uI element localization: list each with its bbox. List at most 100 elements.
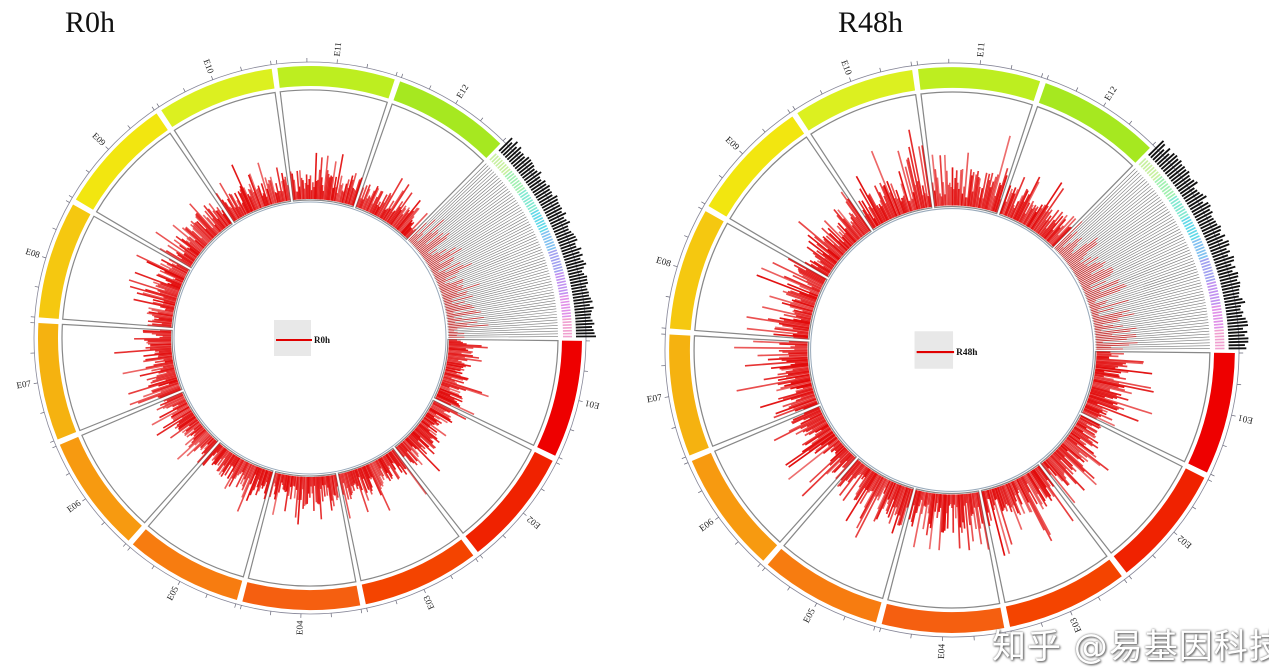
bar: [1094, 372, 1127, 380]
bar: [746, 316, 810, 328]
bar: [1044, 229, 1054, 240]
segment-label: E07: [646, 393, 663, 405]
bar: [788, 340, 808, 344]
bar: [1074, 426, 1084, 433]
bar: [446, 305, 473, 312]
bar: [320, 476, 324, 502]
scaffold-label-mark: [1162, 158, 1179, 173]
bar: [338, 473, 345, 495]
bar: [157, 387, 181, 398]
bar: [415, 427, 434, 443]
bar: [999, 185, 1012, 215]
ideogram-E04: [242, 582, 361, 610]
bar: [347, 471, 356, 492]
bar: [1093, 379, 1125, 389]
bar: [284, 176, 290, 201]
bar: [876, 479, 889, 501]
bar: [957, 188, 960, 206]
bar: [927, 492, 933, 514]
bar: [217, 452, 232, 472]
bar: [931, 154, 939, 207]
axis-tick: [68, 195, 73, 198]
bar: [195, 213, 217, 237]
bar: [1093, 376, 1152, 389]
axis-tick: [715, 516, 719, 520]
bar: [184, 227, 207, 247]
bar: [1068, 242, 1098, 265]
ideogram-E12: [393, 81, 501, 158]
axis-tick: [1128, 120, 1133, 125]
scaffold-ideogram: [547, 246, 557, 252]
bar: [1059, 238, 1079, 255]
bar: [977, 187, 984, 209]
bar: [900, 488, 913, 526]
bar: [162, 397, 185, 410]
bar: [1048, 215, 1075, 244]
scaffold-divider: [447, 327, 558, 333]
bar: [1071, 256, 1092, 271]
scaffold-ideogram: [1198, 254, 1208, 260]
bar: [193, 423, 202, 431]
bar: [850, 213, 867, 235]
scaffold-label-mark: [1197, 215, 1212, 224]
bar: [164, 309, 174, 313]
bar: [877, 480, 892, 510]
bar: [1077, 420, 1098, 433]
bar: [1089, 394, 1118, 405]
scaffold-ideogram: [1179, 213, 1189, 220]
bar: [145, 362, 174, 369]
bar: [956, 182, 959, 206]
bar: [372, 461, 382, 477]
scaffold-label-mark: [1227, 320, 1248, 325]
bar: [303, 476, 307, 507]
bar: [1093, 378, 1154, 393]
scaffold-divider: [422, 195, 514, 260]
bar: [1085, 404, 1107, 416]
bar: [980, 198, 984, 209]
bar: [1068, 434, 1095, 455]
bar: [1074, 425, 1096, 439]
bar: [879, 199, 891, 221]
scaffold-label-mark: [514, 156, 530, 170]
axis-tick: [762, 567, 766, 572]
scaffold-divider: [424, 199, 517, 262]
bar: [224, 450, 231, 459]
track-box-E10: [810, 93, 933, 231]
scaffold-label-mark: [1177, 179, 1195, 192]
bar: [969, 191, 974, 207]
bar: [907, 157, 921, 210]
bar: [185, 240, 202, 253]
scaffold-label-mark: [1179, 181, 1198, 195]
bar: [1095, 325, 1124, 331]
bar: [1000, 201, 1007, 215]
bar: [399, 215, 415, 233]
bar: [990, 488, 1011, 554]
bar: [145, 345, 172, 349]
bar: [1084, 288, 1092, 293]
scaffold-label-mark: [532, 183, 547, 194]
bar: [448, 348, 469, 352]
bar: [853, 464, 866, 479]
bar: [189, 203, 218, 236]
bar: [1094, 374, 1104, 378]
bar: [1096, 342, 1138, 345]
axis-tick: [33, 382, 38, 384]
bar: [876, 204, 887, 223]
scaffold-ideogram: [1197, 252, 1207, 257]
bar: [232, 458, 242, 473]
bar: [212, 210, 227, 228]
scaffold-ideogram: [513, 182, 522, 189]
bar: [366, 185, 379, 212]
scaffold-label-mark: [520, 164, 535, 177]
bar: [1095, 361, 1123, 366]
bar: [406, 437, 441, 472]
scaffold-ideogram: [533, 214, 542, 221]
bar: [988, 489, 996, 511]
scaffold-label-mark: [530, 180, 546, 191]
bar: [855, 175, 884, 224]
bar: [734, 346, 808, 350]
scaffold-label-mark: [1172, 170, 1190, 185]
bar: [400, 442, 418, 462]
bar: [392, 449, 427, 495]
bar: [802, 310, 813, 315]
